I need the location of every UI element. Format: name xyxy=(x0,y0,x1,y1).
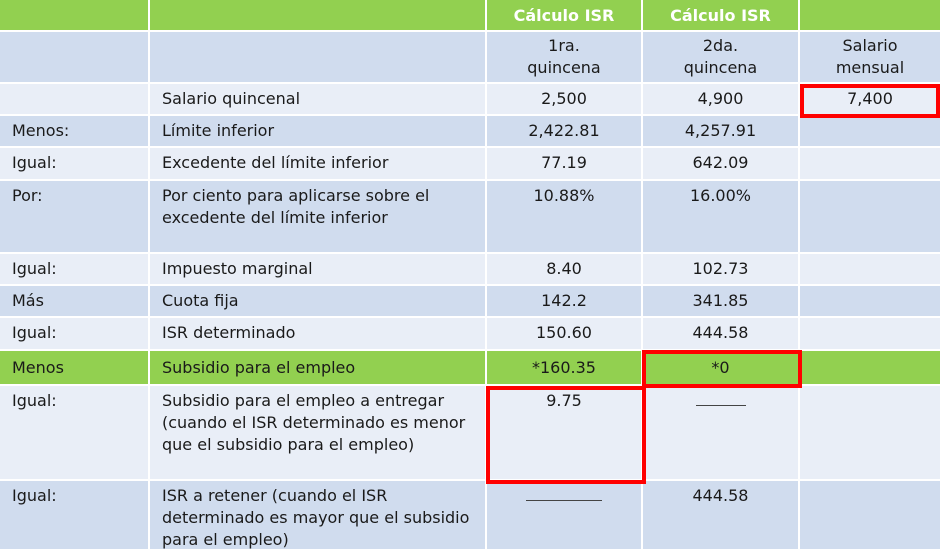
row-monthly-value: 7,400 xyxy=(800,84,940,116)
subheader-empty-1 xyxy=(0,32,150,84)
row-q2-value: 341.85 xyxy=(643,286,800,318)
row-q1-value: 10.88% xyxy=(487,181,643,254)
blank-line xyxy=(695,393,746,406)
table-row: Igual: ISR determinado 150.60 444.58 xyxy=(0,318,940,351)
row-concept: ISR determinado xyxy=(150,318,487,351)
row-concept: ISR a retener (cuando el ISR determinado… xyxy=(150,481,487,549)
row-q2-value: 4,257.91 xyxy=(643,116,800,148)
row-operator: Menos xyxy=(0,351,150,386)
row-concept: Límite inferior xyxy=(150,116,487,148)
table-row-subsidy: Menos Subsidio para el empleo *160.35 *0 xyxy=(0,351,940,386)
header-cell-calc-isr-1: Cálculo ISR xyxy=(487,0,643,32)
row-operator: Por: xyxy=(0,181,150,254)
row-q1-value: 2,422.81 xyxy=(487,116,643,148)
row-operator xyxy=(0,84,150,116)
table-row: Igual: ISR a retener (cuando el ISR dete… xyxy=(0,481,940,549)
header-cell-empty-2 xyxy=(150,0,487,32)
row-operator: Igual: xyxy=(0,254,150,286)
row-q2-value: 16.00% xyxy=(643,181,800,254)
row-q2-value: 642.09 xyxy=(643,148,800,181)
row-q1-value xyxy=(487,481,643,549)
row-monthly-value xyxy=(800,116,940,148)
row-q2-value xyxy=(643,386,800,481)
row-q2-value: 102.73 xyxy=(643,254,800,286)
row-q2-value: 4,900 xyxy=(643,84,800,116)
row-q1-value: 9.75 xyxy=(487,386,643,481)
row-monthly-value xyxy=(800,318,940,351)
row-monthly-value xyxy=(800,386,940,481)
header-cell-empty-5 xyxy=(800,0,940,32)
row-q1-value: *160.35 xyxy=(487,351,643,386)
row-monthly-value xyxy=(800,351,940,386)
row-concept: Subsidio para el empleo xyxy=(150,351,487,386)
table-row: Igual: Subsidio para el empleo a entrega… xyxy=(0,386,940,481)
row-concept: Cuota fija xyxy=(150,286,487,318)
subheader-row: 1ra. quincena 2da. quincena Salario mens… xyxy=(0,32,940,84)
row-concept: Salario quincenal xyxy=(150,84,487,116)
row-monthly-value xyxy=(800,181,940,254)
blank-line xyxy=(526,488,602,501)
row-q1-value: 2,500 xyxy=(487,84,643,116)
row-q2-value: 444.58 xyxy=(643,481,800,549)
row-operator: Igual: xyxy=(0,386,150,481)
row-concept: Subsidio para el empleo a entregar (cuan… xyxy=(150,386,487,481)
row-operator: Menos: xyxy=(0,116,150,148)
table-row: Igual: Excedente del límite inferior 77.… xyxy=(0,148,940,181)
subheader-empty-2 xyxy=(150,32,487,84)
row-q1-value: 150.60 xyxy=(487,318,643,351)
row-concept: Excedente del límite inferior xyxy=(150,148,487,181)
row-q1-value: 77.19 xyxy=(487,148,643,181)
row-monthly-value xyxy=(800,481,940,549)
row-q2-value: 444.58 xyxy=(643,318,800,351)
row-q2-value: *0 xyxy=(643,351,800,386)
row-concept: Por ciento para aplicarse sobre el exced… xyxy=(150,181,487,254)
table-row: Menos: Límite inferior 2,422.81 4,257.91 xyxy=(0,116,940,148)
row-q1-value: 8.40 xyxy=(487,254,643,286)
table-row: Salario quincenal 2,500 4,900 7,400 xyxy=(0,84,940,116)
row-operator: Más xyxy=(0,286,150,318)
header-cell-calc-isr-2: Cálculo ISR xyxy=(643,0,800,32)
row-monthly-value xyxy=(800,286,940,318)
table-row: Por: Por ciento para aplicarse sobre el … xyxy=(0,181,940,254)
table-row: Igual: Impuesto marginal 8.40 102.73 xyxy=(0,254,940,286)
table-row: Más Cuota fija 142.2 341.85 xyxy=(0,286,940,318)
header-row: Cálculo ISR Cálculo ISR xyxy=(0,0,940,32)
row-monthly-value xyxy=(800,148,940,181)
row-operator: Igual: xyxy=(0,318,150,351)
row-concept: Impuesto marginal xyxy=(150,254,487,286)
row-monthly-value xyxy=(800,254,940,286)
row-operator: Igual: xyxy=(0,148,150,181)
row-operator: Igual: xyxy=(0,481,150,549)
header-cell-empty-1 xyxy=(0,0,150,32)
subheader-first-fortnight: 1ra. quincena xyxy=(487,32,643,84)
subheader-second-fortnight: 2da. quincena xyxy=(643,32,800,84)
row-q1-value: 142.2 xyxy=(487,286,643,318)
subheader-monthly-salary: Salario mensual xyxy=(800,32,940,84)
